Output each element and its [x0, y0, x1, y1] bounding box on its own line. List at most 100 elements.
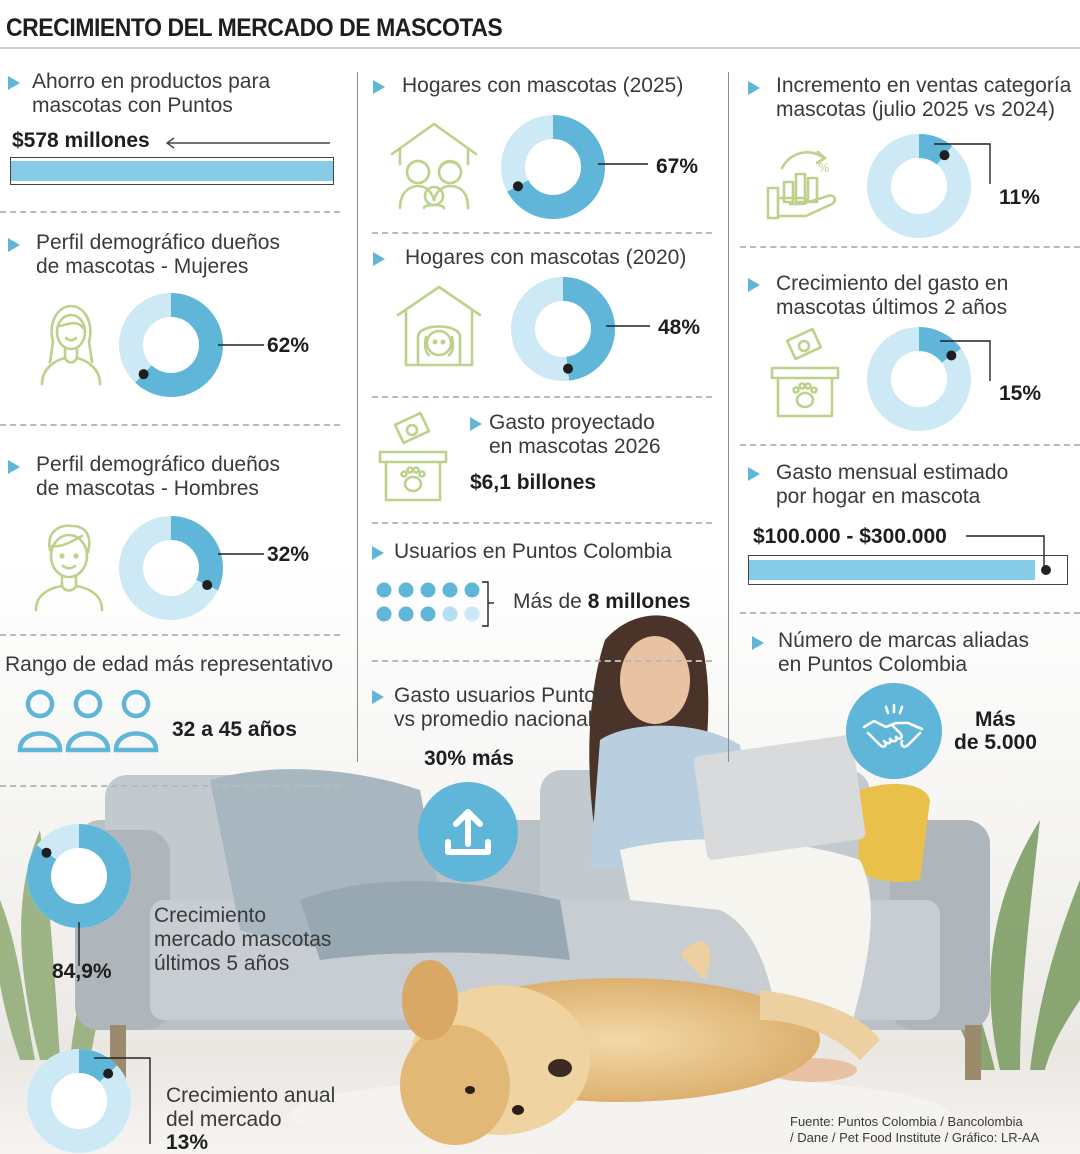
donut-marker-dot	[946, 350, 957, 361]
source-line2: / Dane / Pet Food Institute / Gráfico: L…	[790, 1130, 1040, 1145]
spending-label-line2: mascotas últimos 2 años	[776, 296, 1008, 319]
bullet-arrow-icon	[752, 636, 764, 650]
pet-money-box-icon	[770, 327, 840, 418]
spending-pointer-line	[940, 340, 991, 381]
homes2025-pointer-line	[598, 163, 648, 165]
monthly-value: $100.000 - $300.000	[753, 525, 947, 548]
homes2025-donut-chart	[501, 115, 605, 219]
bullet-arrow-icon	[8, 76, 20, 90]
bullet-arrow-icon	[470, 417, 482, 431]
homes2020-donut-chart	[511, 277, 615, 381]
men-donut-chart	[119, 516, 223, 620]
section-divider	[372, 522, 712, 524]
brands-value-line1: Más	[975, 708, 1016, 731]
brands-value-line2: de 5.000	[954, 731, 1037, 754]
spend-value: 30% más	[424, 747, 514, 770]
women-donut-chart	[119, 293, 223, 397]
sales-pointer-line	[934, 143, 991, 184]
women-label-line1: Perfil demográfico dueños	[36, 231, 280, 254]
men-value: 32%	[267, 543, 310, 566]
column-divider-right	[728, 72, 729, 762]
bullet-arrow-icon	[748, 81, 760, 95]
section-divider	[0, 211, 340, 213]
donut-value-arc	[119, 516, 223, 620]
yellow-cushion	[858, 784, 930, 882]
growth5-pointer-line	[78, 922, 80, 966]
bullet-arrow-icon	[8, 238, 20, 252]
growth5-label-line3: últimos 5 años	[154, 952, 290, 975]
homes2020-value: 48%	[658, 316, 701, 339]
growth5-value: 84,9%	[52, 960, 112, 983]
title-divider	[0, 47, 1080, 49]
family-house-icon	[390, 122, 478, 210]
age-label: Rango de edad más representativo	[5, 653, 334, 676]
sales-label-line2: mascotas (julio 2025 vs 2024)	[776, 98, 1055, 121]
growth-hand-icon: %	[766, 150, 837, 220]
homes2025-label: Hogares con mascotas (2025)	[402, 74, 684, 97]
annual-donut-chart	[27, 1049, 131, 1153]
donut-marker-dot	[103, 1068, 114, 1079]
section-divider	[372, 396, 712, 398]
projected-label-line1: Gasto proyectado	[489, 411, 655, 434]
donut-marker-dot	[41, 847, 52, 858]
section-divider	[372, 660, 712, 662]
people-icon	[17, 689, 159, 753]
man-icon	[34, 524, 104, 612]
donut-value-arc	[27, 1049, 131, 1153]
donut-value-arc	[501, 115, 605, 219]
annual-pointer-line	[94, 1057, 151, 1144]
projected-value: $6,1 billones	[470, 471, 597, 494]
sales-label-line1: Incremento en ventas categoría	[776, 74, 1072, 97]
column-divider-left	[357, 72, 358, 762]
section-divider	[372, 232, 712, 234]
bullet-arrow-icon	[373, 80, 385, 94]
savings-bar-fill	[11, 161, 333, 181]
donut-marker-dot	[563, 363, 574, 374]
men-label-line1: Perfil demográfico dueños	[36, 453, 280, 476]
donut-value-arc	[867, 327, 971, 431]
bullet-arrow-icon	[748, 467, 760, 481]
monthly-label-line1: Gasto mensual estimado	[776, 461, 1009, 484]
section-divider	[740, 246, 1080, 248]
monthly-pointer-line	[966, 535, 1045, 568]
homes2025-value: 67%	[656, 155, 699, 178]
donut-marker-dot	[512, 181, 523, 192]
growth5-label-line2: mercado mascotas	[154, 928, 332, 951]
savings-bar-frame	[10, 157, 334, 185]
golden-retriever-dog	[400, 941, 880, 1145]
annual-label-line2: del mercado	[166, 1108, 282, 1131]
dots-icon	[376, 581, 494, 627]
upload-icon	[418, 782, 518, 882]
growth5-donut-chart	[27, 824, 131, 928]
women-value: 62%	[267, 334, 310, 357]
savings-label-line1: Ahorro en productos para	[32, 70, 271, 93]
users-prefix: Más de	[513, 590, 588, 613]
spend-label-line1: Gasto usuarios Puntos	[394, 684, 607, 707]
woman-icon	[40, 304, 102, 386]
bullet-arrow-icon	[748, 278, 760, 292]
section-divider	[0, 785, 340, 787]
spending-label-line1: Crecimiento del gasto en	[776, 272, 1009, 295]
section-divider	[0, 634, 340, 636]
handshake-icon	[846, 683, 942, 779]
homes2020-label: Hogares con mascotas (2020)	[405, 246, 687, 269]
bullet-arrow-icon	[373, 252, 385, 266]
users-label: Usuarios en Puntos Colombia	[394, 540, 672, 563]
monthly-label-line2: por hogar en mascota	[776, 485, 981, 508]
donut-marker-dot	[138, 369, 149, 380]
woman-with-laptop	[589, 615, 871, 1082]
annual-label-line1: Crecimiento anual	[166, 1084, 336, 1107]
monthly-bar-fill	[749, 560, 1036, 580]
brands-label-line1: Número de marcas aliadas	[778, 629, 1029, 652]
spending-donut-chart	[867, 327, 971, 431]
sales-donut-chart	[867, 134, 971, 238]
donut-value-arc	[511, 277, 615, 381]
section-divider	[740, 444, 1080, 446]
bullet-arrow-icon	[8, 460, 20, 474]
page-title: CRECIMIENTO DEL MERCADO DE MASCOTAS	[6, 14, 503, 42]
annual-value: 13%	[166, 1131, 209, 1154]
savings-value: $578 millones	[12, 129, 150, 152]
svg-text:%: %	[818, 161, 829, 175]
growth5-label-line1: Crecimiento	[154, 904, 267, 927]
dog-house-icon	[396, 285, 482, 367]
